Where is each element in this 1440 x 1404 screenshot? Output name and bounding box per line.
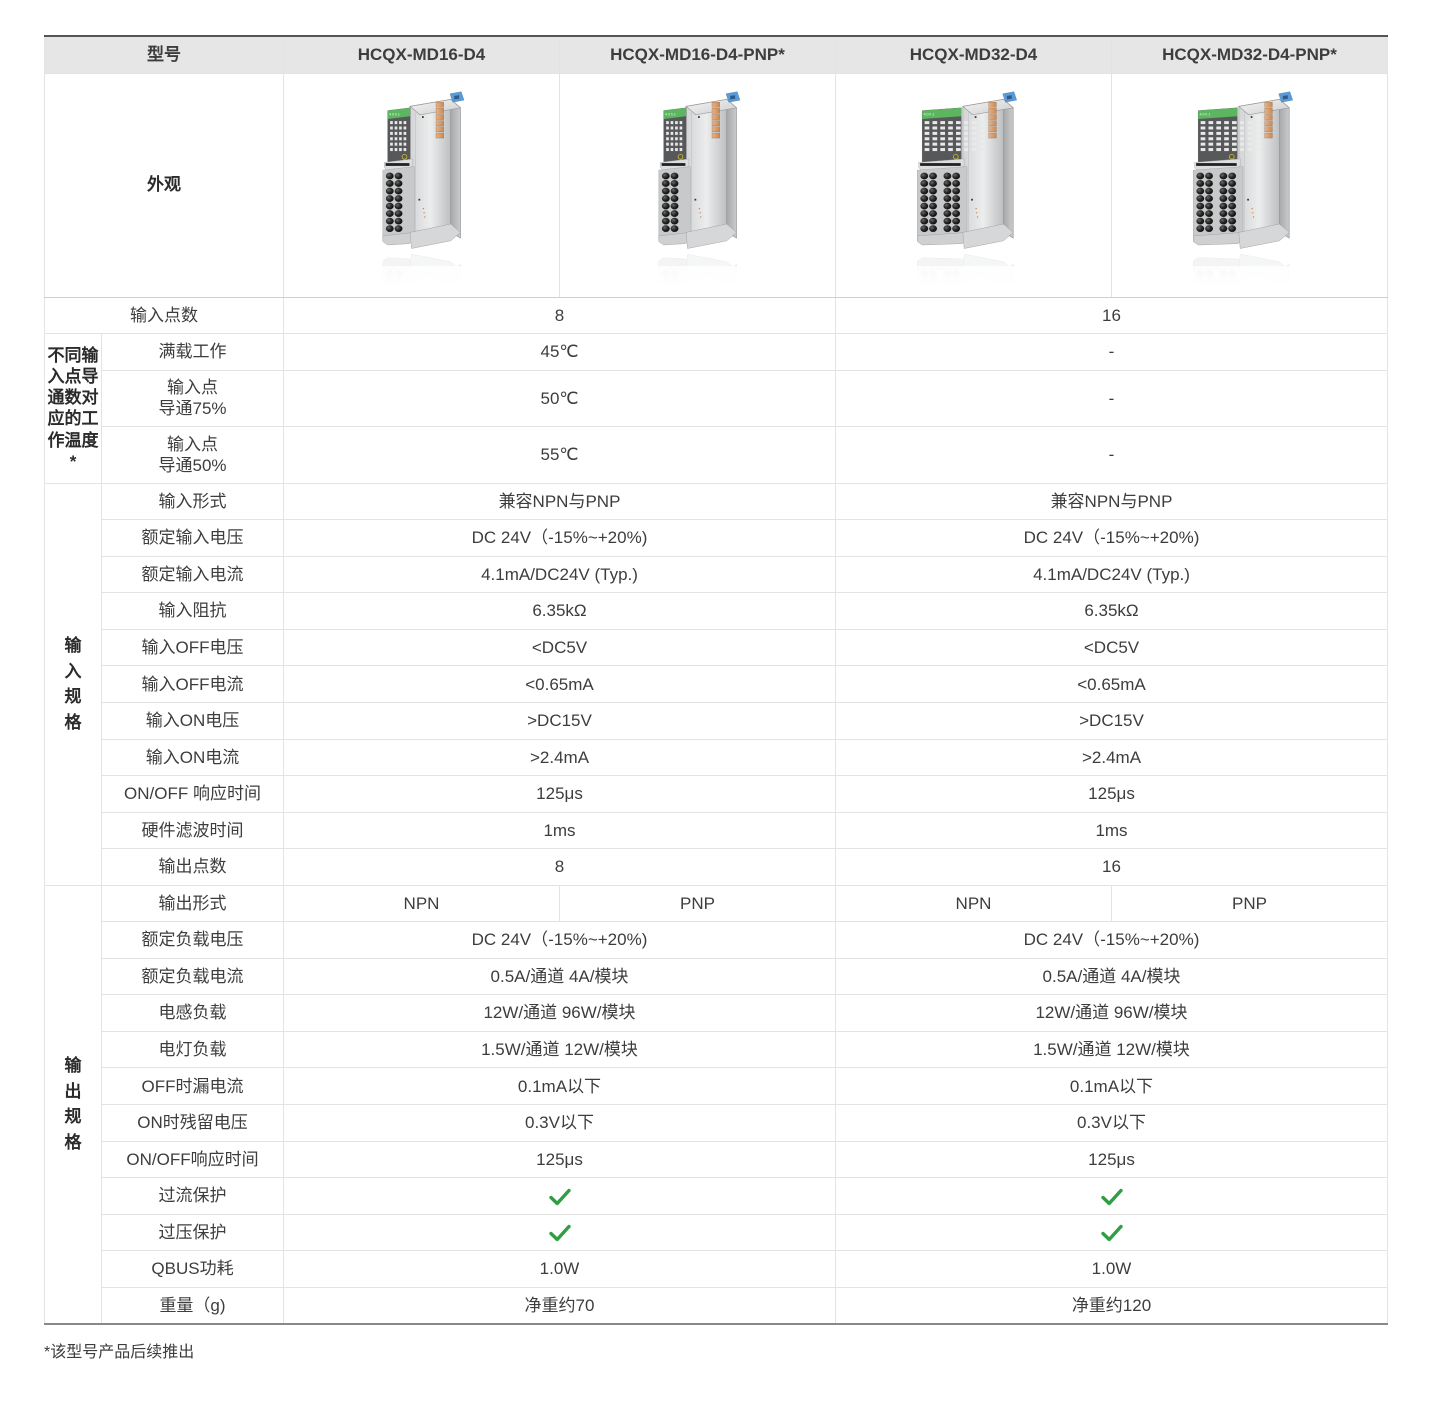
svg-text:4 0 h 1: 4 0 h 1 bbox=[389, 113, 400, 117]
svg-text:4 0 h 1: 4 0 h 1 bbox=[923, 113, 934, 117]
svg-text:4 0 h 1: 4 0 h 1 bbox=[665, 113, 676, 117]
svg-text:4 0 h 1: 4 0 h 1 bbox=[1199, 113, 1210, 117]
